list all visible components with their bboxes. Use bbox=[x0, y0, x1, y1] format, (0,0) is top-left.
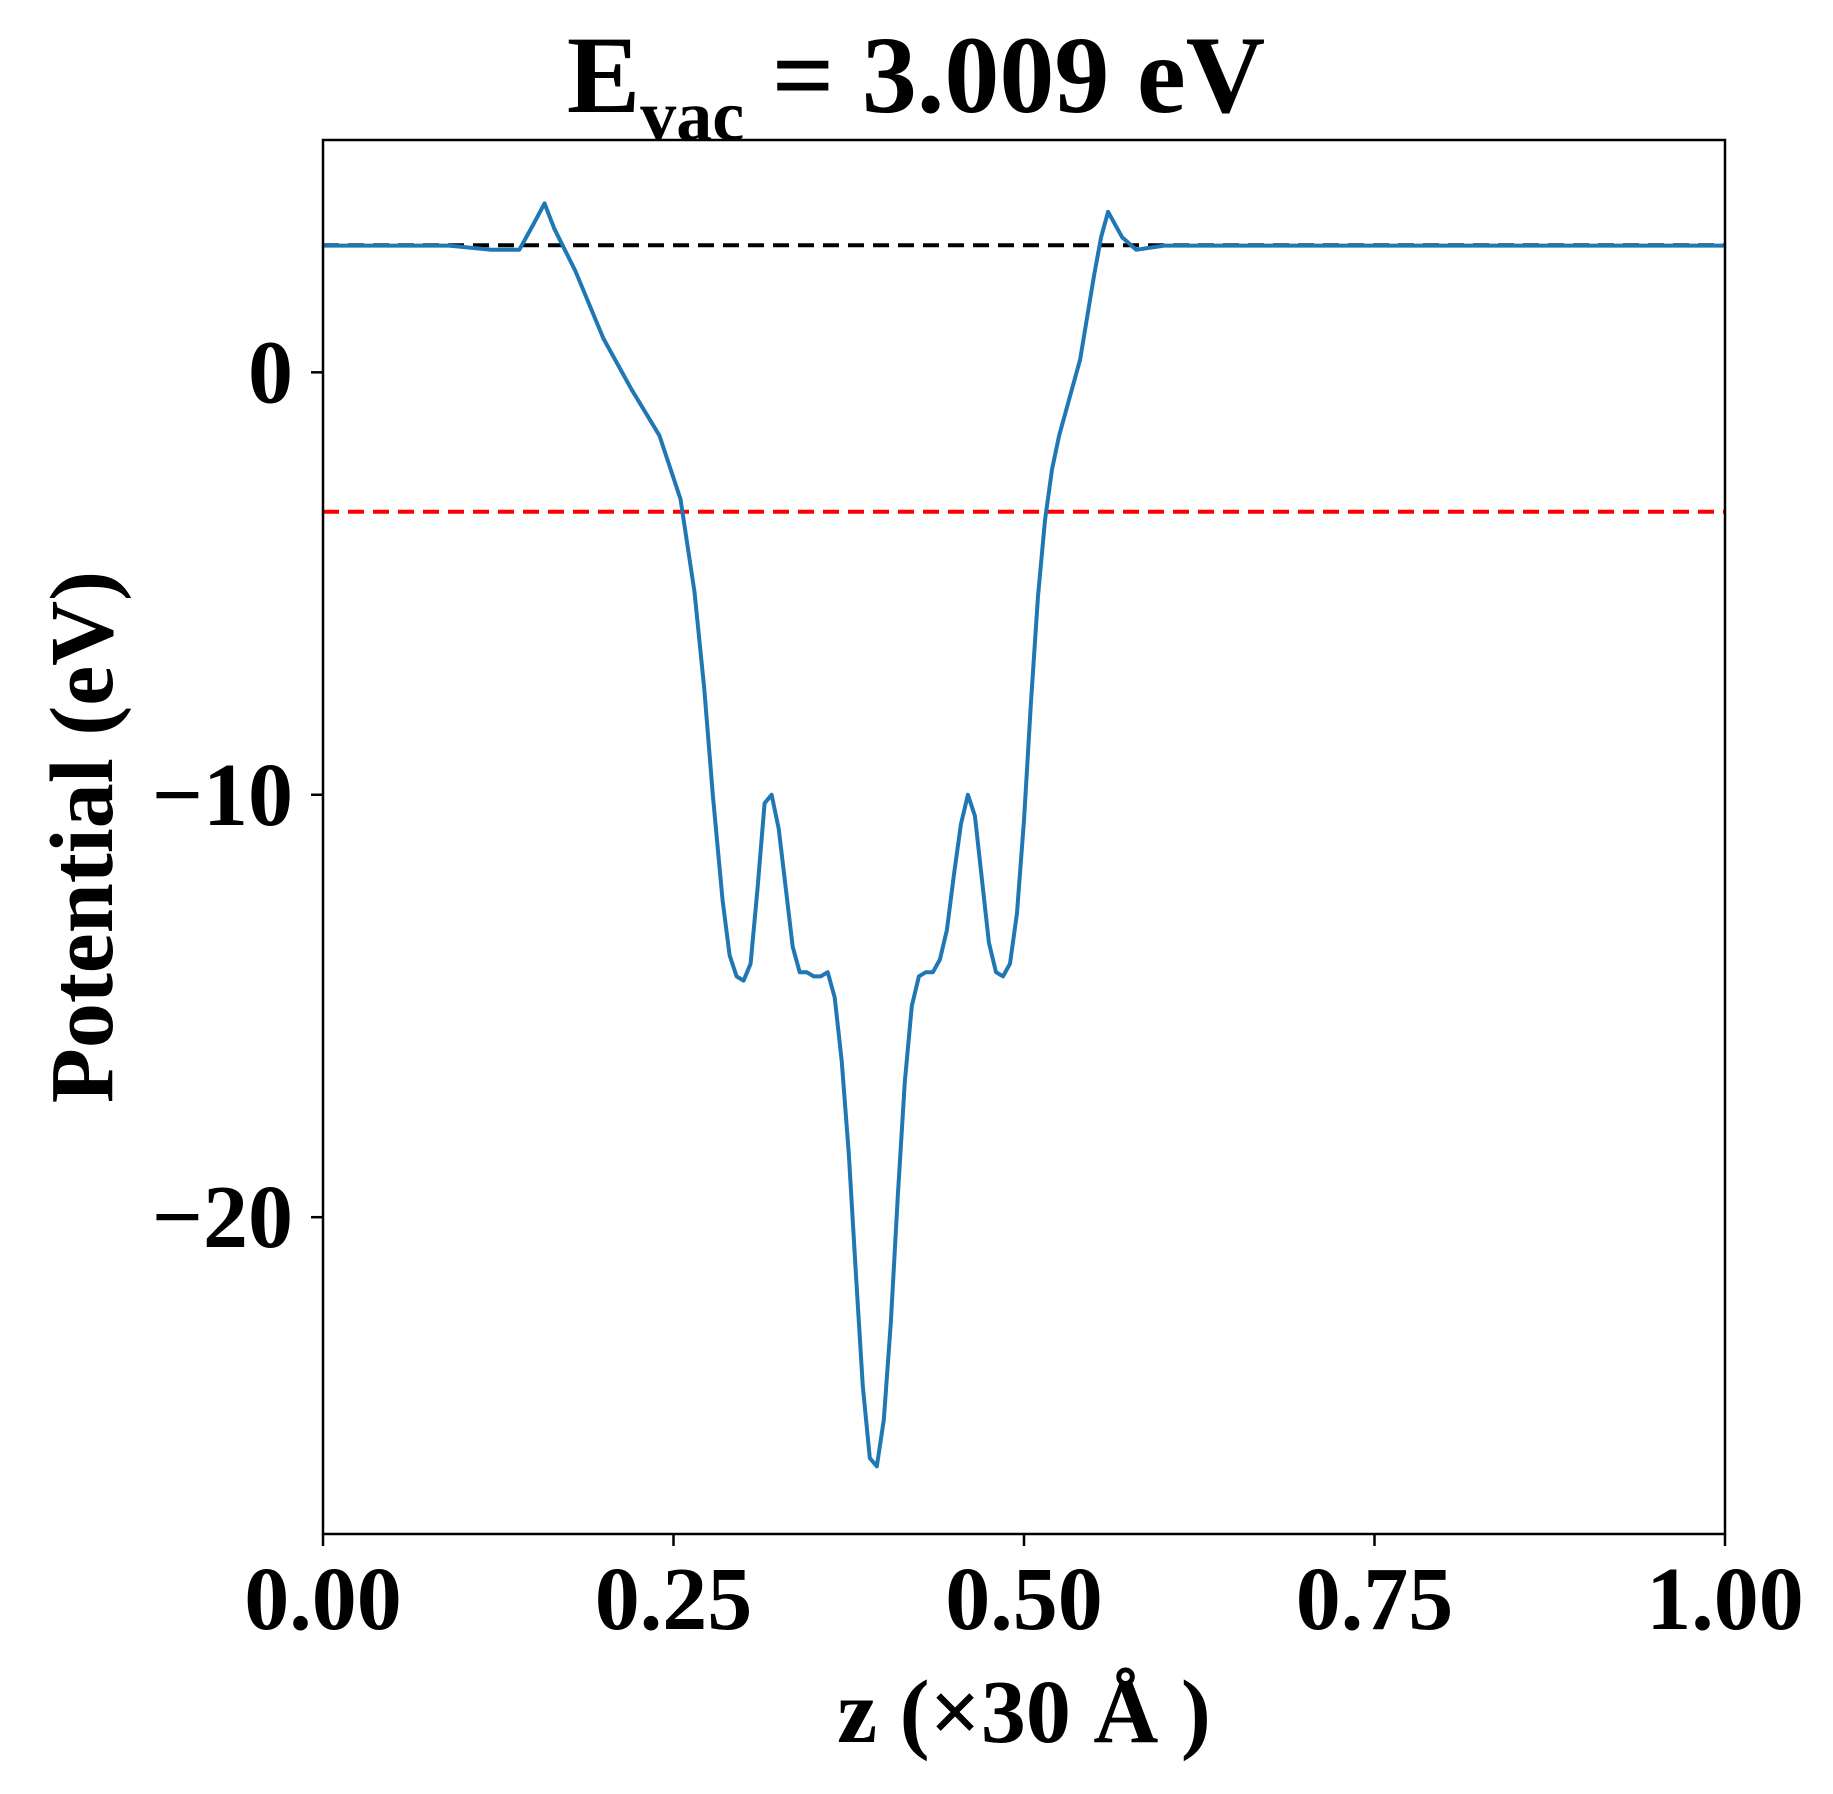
x-tick-label-2: 0.50 bbox=[945, 1550, 1103, 1649]
series-line-0 bbox=[323, 201, 1725, 1469]
y-tick-label-0: 0 bbox=[248, 323, 293, 422]
title-subscript: vac bbox=[640, 76, 744, 156]
x-axis-label: z (×30 Å ) bbox=[837, 1663, 1211, 1762]
axis-ticks: 0.00 0.25 0.50 0.75 1.00 0 −10 −20 bbox=[152, 323, 1804, 1649]
y-tick-label-1: −10 bbox=[152, 746, 293, 845]
title-suffix: = 3.009 eV bbox=[744, 14, 1265, 136]
x-tick-label-3: 0.75 bbox=[1296, 1550, 1454, 1649]
y-axis-label: Potential (eV) bbox=[33, 571, 132, 1103]
x-tick-label-4: 1.00 bbox=[1646, 1550, 1804, 1649]
chart-title: Evac = 3.009 eV bbox=[567, 14, 1265, 156]
x-tick-label-0: 0.00 bbox=[244, 1550, 402, 1649]
y-tick-label-2: −20 bbox=[152, 1168, 293, 1267]
plot-area bbox=[323, 201, 1725, 1469]
title-prefix: E bbox=[567, 14, 640, 136]
x-tick-label-1: 0.25 bbox=[595, 1550, 753, 1649]
